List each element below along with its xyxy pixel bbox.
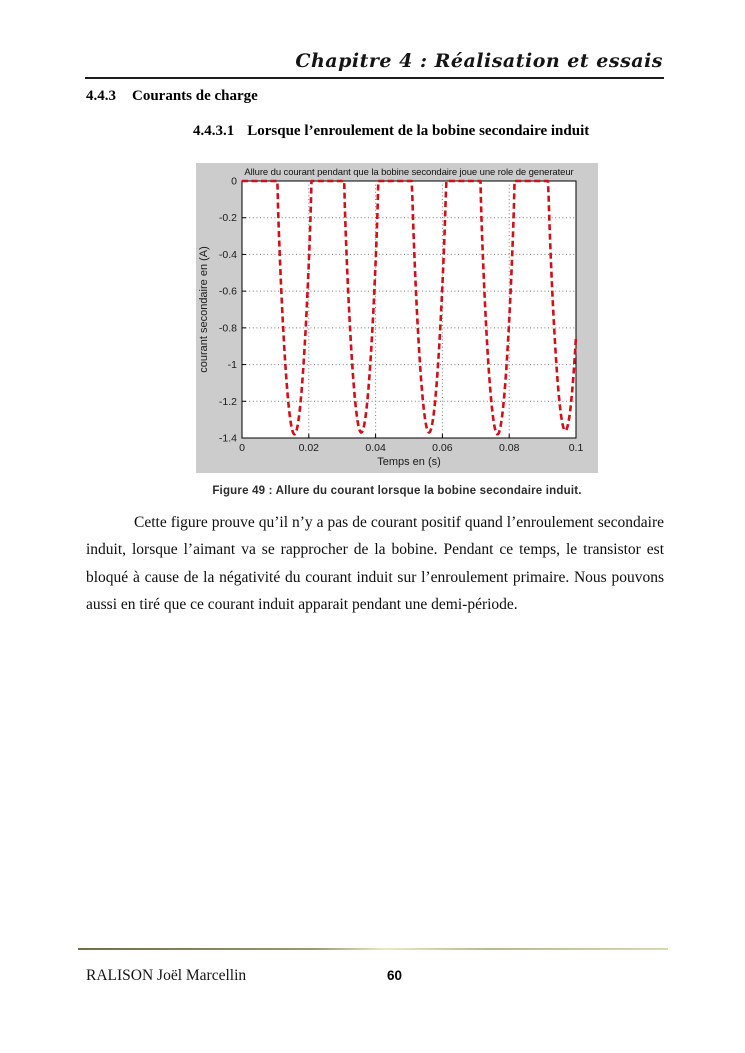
x-tick-label: 0.08 [499, 442, 520, 454]
paragraph-line: induit, lorsque l’aimant va se rapproche… [86, 541, 664, 559]
chart-title: Allure du courant pendant que la bobine … [244, 167, 573, 178]
x-tick-label: 0.1 [569, 442, 584, 454]
y-tick-label: -0.4 [219, 249, 237, 261]
body-paragraph: Cette figure prouve qu’il n’y a pas de c… [86, 509, 664, 619]
subsection-title: Lorsque l’enroulement de la bobine secon… [247, 123, 590, 139]
section-heading: 4.4.3 Courants de charge [86, 88, 258, 105]
subsection-heading: 4.4.3.1 Lorsque l’enroulement de la bobin… [193, 123, 589, 140]
current-chart: 0 0.02 0.04 0.06 0.08 0.1 0 -0.2 -0.4 -0.6 -0.8 -1 -… [198, 167, 584, 468]
y-axis-label: courant secondaire en (A) [198, 246, 210, 373]
y-tick-label: 0 [231, 176, 237, 188]
section-number: 4.4.3 [86, 88, 116, 104]
paragraph-line: Cette figure prouve qu’il n’y a pas de c… [134, 514, 664, 531]
footer-author: RALISON Joël Marcellin [86, 967, 247, 984]
page-number: 60 [387, 968, 403, 983]
current-curve [241, 179, 578, 436]
y-tick-label: -1.2 [219, 396, 237, 408]
section-title: Courants de charge [132, 88, 258, 104]
footer-rule [78, 948, 668, 950]
figure-caption: Figure 49 : Allure du courant lorsque la… [212, 485, 582, 497]
subsection-number: 4.4.3.1 [193, 123, 235, 139]
matlab-figure: 0 0.02 0.04 0.06 0.08 0.1 0 -0.2 -0.4 -0.6 -0.8 -1 -… [196, 163, 598, 473]
header-rule [85, 77, 664, 79]
paragraph-line: aussi en tiré que ce courant induit appa… [86, 596, 518, 614]
x-tick-label: 0.02 [299, 442, 320, 454]
y-tick-label: -1.4 [219, 433, 237, 445]
x-axis-label: Temps en (s) [377, 456, 441, 468]
y-tick-label: -0.6 [219, 286, 237, 298]
plot-area [241, 180, 577, 439]
y-tick-label: -0.8 [219, 322, 237, 334]
x-tick-label: 0 [239, 442, 245, 454]
y-tick-label: -0.2 [219, 212, 237, 224]
paragraph-line: bloqué à cause de la négativité du coura… [86, 568, 664, 586]
x-tick-label: 0.06 [432, 442, 453, 454]
y-tick-label: -1 [228, 359, 237, 371]
x-tick-label: 0.04 [365, 442, 386, 454]
chapter-header: Chapitre 4 : Réalisation et essais [295, 50, 663, 72]
